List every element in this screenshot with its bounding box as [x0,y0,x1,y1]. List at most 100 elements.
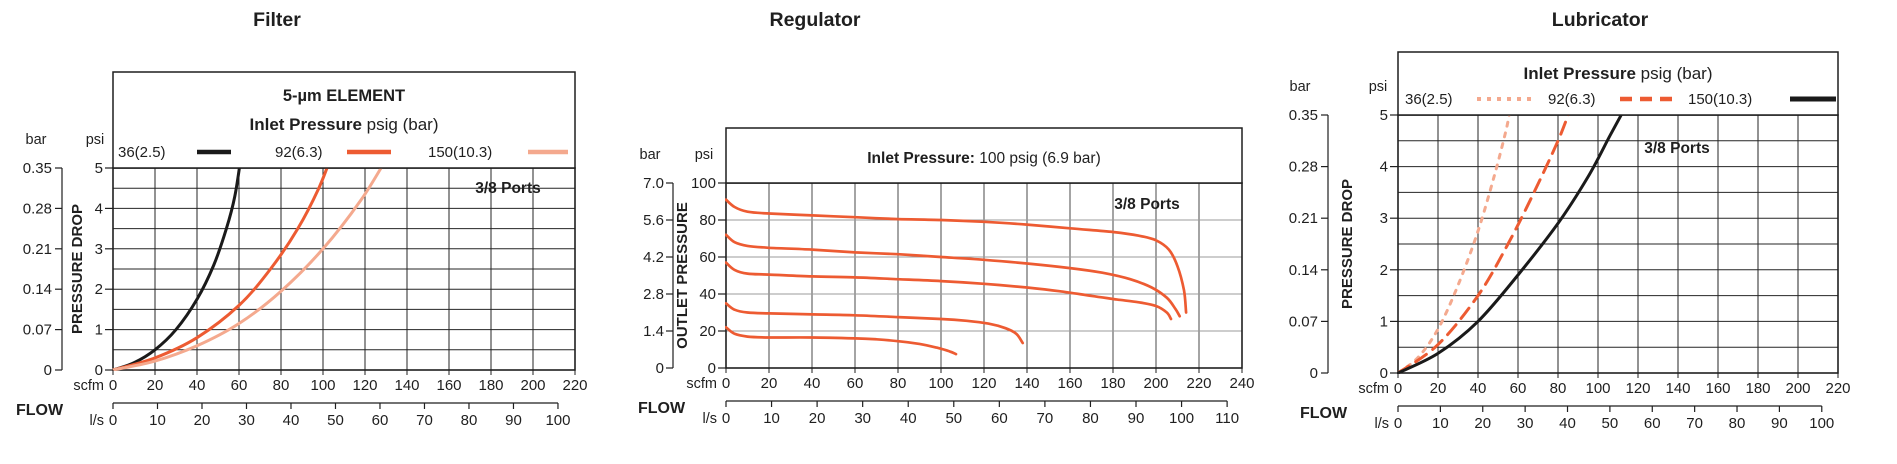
scfm-tick-label: 0 [109,377,117,394]
legend-item: 92(6.3) [275,144,391,161]
bar-tick-label: 5.6 [643,212,664,229]
ls-tick-label: 60 [1644,415,1661,432]
scfm-tick-label: 40 [804,375,821,392]
chart-title: Lubricator [1552,9,1649,31]
psi-tick-label: 0 [95,362,103,379]
curves [725,198,1188,356]
bar-unit-label: bar [26,132,47,148]
ls-tick-label: 70 [416,412,433,429]
scfm-unit-label: scfm [686,376,717,392]
ls-tick-label: 70 [1686,415,1703,432]
curve-curve-2 [725,233,1182,318]
psi-tick-label: 20 [699,323,716,340]
scfm-tick-label: 180 [1745,380,1770,397]
ls-tick-label: 10 [1432,415,1449,432]
ls-tick-label: 50 [945,410,962,427]
ls-tick-label: 0 [1394,415,1402,432]
scfm-tick-label: 200 [1143,375,1168,392]
x-axis: 0 20 40 60 80 100 120 140 160 180 200 220 240 scfm 0 10… [638,368,1255,427]
grid [1398,115,1838,373]
scfm-tick-label: 140 [1665,380,1690,397]
legend-item: 36(2.5) [1405,91,1532,108]
scfm-tick-label: 140 [394,377,419,394]
bar-tick-label: 0.28 [1289,159,1318,176]
y-axis: bar psi 0.35 0.28 0.21 0.14 0.07 0 5 4 3 2 1 0 PRESSUR… [1289,79,1398,382]
legend-label: 36(2.5) [1405,91,1453,108]
psi-tick-label: 100 [691,175,716,192]
legend-label: 92(6.3) [275,144,323,161]
bar-tick-label: 2.8 [643,286,664,303]
curve-36(2.5) [1397,114,1511,374]
curves [1397,114,1624,374]
psi-tick-label: 3 [95,241,103,258]
chart-title: Regulator [769,9,860,31]
flow-label: FLOW [16,402,64,419]
ls-tick-label: 50 [327,412,344,429]
curve-150(10.3) [1397,114,1624,374]
scfm-tick-label: 80 [273,377,290,394]
curve-curve-5 [725,325,958,356]
scfm-tick-label: 160 [436,377,461,394]
bar-tick-label: 0.35 [23,160,52,177]
header-line: Inlet Pressure: 100 psig (6.9 bar) [867,150,1100,167]
ls-tick-label: 10 [149,412,166,429]
ports-label: 3/8 Ports [1644,140,1709,157]
header-line: 5-µm ELEMENT [283,87,405,105]
curve-curve-4 [725,301,1025,345]
legend-item: 150(10.3) [1688,91,1836,108]
bar-tick-label: 0.07 [1289,313,1318,330]
chart-lubricator: Lubricator Inlet Pressure psig (bar) 36(2.… [1289,9,1851,432]
chart-filter: Filter 5-µm ELEMENT Inlet Pressure psig (b… [16,9,588,429]
y-axis-title: OUTLET PRESSURE [674,202,691,349]
ls-tick-label: 60 [372,412,389,429]
curve-92(6.3) [1397,114,1571,374]
ls-tick-label: 30 [854,410,871,427]
scfm-tick-label: 100 [310,377,335,394]
ls-tick-label: 90 [1771,415,1788,432]
ls-tick-label: 50 [1602,415,1619,432]
scfm-tick-label: 80 [890,375,907,392]
ls-tick-label: 90 [1128,410,1145,427]
bar-tick-label: 0 [656,360,664,377]
scfm-tick-label: 20 [147,377,164,394]
y-axis-title: PRESSURE DROP [1339,179,1356,309]
bar-tick-label: 0.35 [1289,107,1318,124]
scfm-tick-label: 220 [1186,375,1211,392]
scfm-tick-label: 120 [352,377,377,394]
ls-unit-label: l/s [703,411,718,427]
ports-label: 3/8 Ports [475,180,540,197]
bar-tick-label: 0.14 [1289,262,1318,279]
bar-tick-label: 0.28 [23,200,52,217]
scfm-tick-label: 40 [189,377,206,394]
x-axis: 0 20 40 60 80 100 120 140 160 180 200 220 scfm 0 10 20 3… [16,370,588,429]
scfm-tick-label: 200 [520,377,545,394]
scfm-tick-label: 40 [1470,380,1487,397]
ls-tick-label: 100 [545,412,570,429]
psi-tick-label: 4 [95,200,103,217]
legend-item: 36(2.5) [118,144,231,161]
ls-tick-label: 30 [238,412,255,429]
psi-tick-label: 2 [1380,262,1388,279]
psi-tick-label: 80 [699,212,716,229]
header-box [1397,51,1839,116]
grid [113,168,575,370]
flow-label: FLOW [638,400,686,417]
psi-tick-label: 40 [699,286,716,303]
legend-item: 92(6.3) [1548,91,1678,108]
psi-tick-label: 4 [1380,159,1388,176]
ls-tick-label: 20 [809,410,826,427]
scfm-tick-label: 60 [1510,380,1527,397]
ls-tick-label: 0 [722,410,730,427]
scfm-tick-label: 140 [1014,375,1039,392]
bar-unit-label: bar [1290,79,1311,95]
curve-150(10.3) [112,154,390,371]
scfm-unit-label: scfm [73,378,104,394]
scfm-tick-label: 20 [761,375,778,392]
legend-label: 92(6.3) [1548,91,1596,108]
ls-tick-label: 80 [1082,410,1099,427]
curve-92(6.3) [112,154,333,371]
scfm-tick-label: 0 [722,375,730,392]
scfm-tick-label: 220 [562,377,587,394]
ls-tick-label: 90 [505,412,522,429]
